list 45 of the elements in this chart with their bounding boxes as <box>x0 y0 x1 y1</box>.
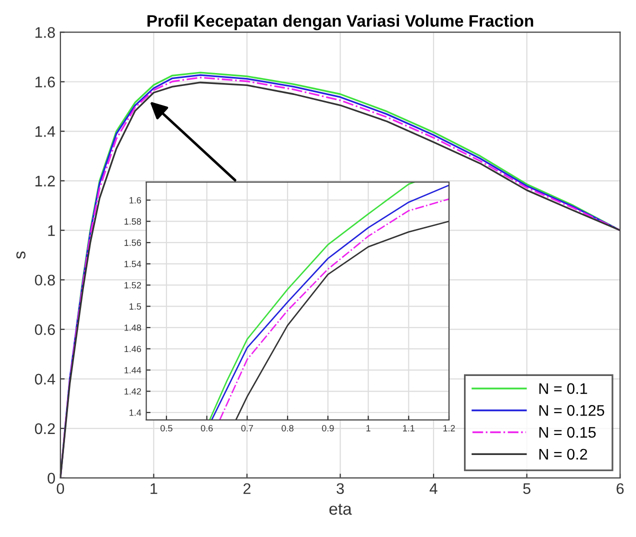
y-tick-label: 1.46 <box>124 346 142 352</box>
y-tick-label: 1.8 <box>35 27 55 38</box>
y-tick-label: 1.2 <box>35 176 55 186</box>
y-axis-title: s <box>16 252 26 259</box>
x-tick-label: 0.9 <box>322 425 334 432</box>
y-tick-label: 0.8 <box>34 274 55 286</box>
legend-label: N = 0.2 <box>539 448 588 460</box>
x-tick-label: 0.7 <box>241 425 254 432</box>
chart-title: Profil Kecepatan dengan Variasi Volume Fraction <box>148 14 534 30</box>
x-tick-label: 0 <box>56 483 64 494</box>
x-tick-label: 1 <box>150 483 158 494</box>
x-tick-label: 2 <box>244 483 250 494</box>
y-tick-label: 1.58 <box>124 218 142 225</box>
y-tick-label: 1.4 <box>130 410 142 416</box>
x-tick-label: 4 <box>430 483 438 494</box>
x-tick-label: 1 <box>366 425 370 432</box>
y-tick-label: 1.56 <box>124 240 142 246</box>
x-tick-label: 1.2 <box>443 425 455 432</box>
y-tick-label: 0.6 <box>34 324 55 336</box>
y-tick-label: 1.44 <box>124 367 142 374</box>
legend-label: N = 0.15 <box>539 426 596 438</box>
legend-label: N = 0.1 <box>539 383 588 394</box>
y-tick-label: 1.54 <box>124 260 142 268</box>
x-tick-label: 3 <box>336 483 344 494</box>
y-tick-label: 1.42 <box>124 388 141 395</box>
x-tick-label: 5 <box>523 483 530 494</box>
x-axis-title: eta <box>329 504 352 515</box>
y-tick-label: 1 <box>48 225 55 236</box>
y-tick-label: 1.4 <box>35 126 56 137</box>
x-tick-label: 0.8 <box>282 425 294 432</box>
line-series <box>208 182 415 420</box>
line-series <box>235 220 450 420</box>
y-tick-label: 1.6 <box>35 76 55 88</box>
y-tick-label: 0.4 <box>34 374 56 385</box>
y-tick-label: 1.48 <box>124 324 142 331</box>
x-tick-label: 0.6 <box>200 425 213 432</box>
x-tick-label: 0.5 <box>160 425 172 432</box>
y-tick-label: 0.2 <box>34 423 55 434</box>
y-tick-label: 1.52 <box>124 282 141 288</box>
y-tick-label: 0 <box>48 472 55 484</box>
legend-label: N = 0.125 <box>539 405 604 416</box>
y-tick-label: 1.5 <box>130 303 142 310</box>
y-tick-label: 1.6 <box>130 197 142 204</box>
x-tick-label: 6 <box>616 483 624 494</box>
x-tick-label: 1.1 <box>403 425 414 432</box>
